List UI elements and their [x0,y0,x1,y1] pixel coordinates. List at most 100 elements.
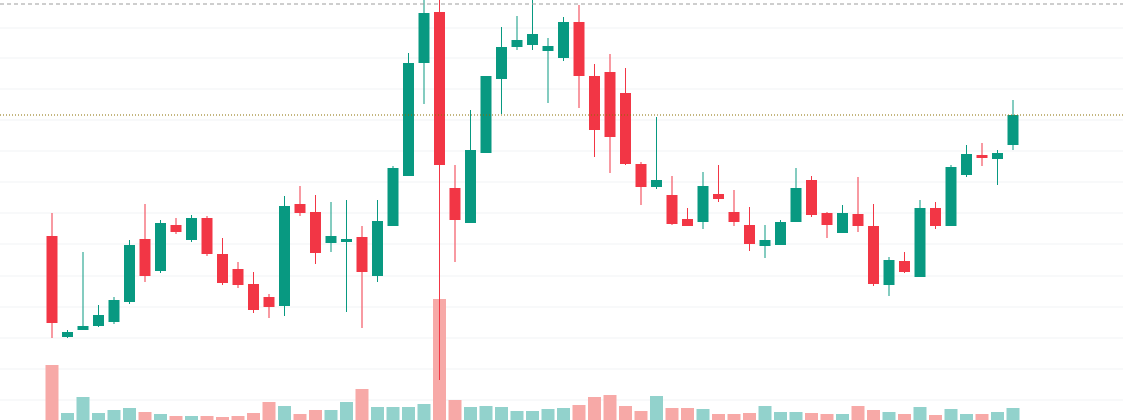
volume-bar [526,411,539,420]
volume-bar [541,409,555,420]
candle-body [77,326,89,330]
volume-bar [278,406,291,420]
candle-body [511,40,523,47]
candle-body [961,154,972,175]
volume-bar [588,397,601,420]
volume-bar [324,410,338,420]
candle-body [403,63,414,176]
volume-bar [696,409,710,420]
candle-body [356,237,368,272]
volume-bar [789,412,803,420]
volume-bar [309,410,322,420]
volume-bar [1006,408,1020,420]
volume-bar [185,416,198,420]
volume-bar [216,417,229,420]
volume-bar [634,411,648,420]
candle-body [697,186,709,222]
candle-body [728,212,740,222]
volume-bar [882,412,896,420]
volume-bar [371,407,384,420]
candle-body [713,194,724,199]
volume-bar [851,406,865,420]
volume-bar [154,414,167,420]
candle-body [744,225,755,244]
candle-body [976,155,988,158]
volume-bar [836,414,849,420]
candle-body [186,218,197,240]
candle-body [899,261,910,272]
volume-bar [727,414,741,420]
volume-bar [138,412,152,420]
candle-body [465,150,476,223]
candle-body [821,213,833,225]
candle-body [542,46,554,51]
volume-bar [123,408,136,420]
volume-bar [991,412,1004,420]
candle-body [418,13,430,63]
candle-body [1007,115,1019,145]
volume-bar [76,397,90,420]
volume-bar [231,416,245,420]
candle-body [868,226,879,284]
candle-body [449,188,461,220]
candle-body [217,254,228,283]
candle-body [930,208,941,226]
candle-body [573,22,585,76]
volume-bar [355,389,369,420]
candle-body [604,72,616,137]
candle-body [527,34,538,45]
volume-bar [913,407,927,420]
candle-body [790,188,802,222]
volume-bar [510,411,524,420]
volume-bar [619,406,632,420]
volume-bar [758,406,772,420]
candle-body [263,297,275,307]
candle-body [759,240,771,246]
volume-bar [743,413,756,420]
candle-body [775,222,786,245]
candle-body [62,332,73,337]
candle-body [635,164,647,187]
volume-bar [464,407,477,420]
candle-body [620,93,631,164]
volume-bar [929,415,942,420]
volume-bar [61,413,74,420]
candle-body [201,218,213,254]
volume-bar [572,405,586,420]
candle-body [232,269,244,285]
volume-bar [200,416,214,420]
volume-bar [386,407,400,420]
candle-body [852,214,864,226]
volume-bar [92,413,105,420]
candle-body [589,76,600,130]
candle-body [666,195,678,224]
candle-body [294,204,306,213]
volume-bar [712,414,725,420]
volume-bar [867,410,880,420]
volume-bar [402,407,415,420]
candle-body [108,300,120,322]
candle-body [945,167,957,226]
volume-bar [681,408,694,420]
volume-bar [293,414,307,420]
volume-bar [107,410,121,420]
volume-bar [975,414,989,420]
volume-bar [169,416,183,420]
candle-body [279,206,290,306]
volume-bar [495,407,508,420]
volume-bar [557,408,570,420]
candle-body [837,213,848,233]
candle-body [248,284,259,310]
volume-bar [247,413,260,420]
candle-body [434,12,445,165]
candle-body [496,47,507,79]
candle-body [155,223,166,271]
volume-bar [650,396,663,420]
candle-body [325,236,337,243]
candle-body [682,219,693,226]
volume-bar [479,406,493,420]
candle-body [139,239,151,276]
volume-bar [805,413,818,420]
volume-bar [603,395,617,420]
